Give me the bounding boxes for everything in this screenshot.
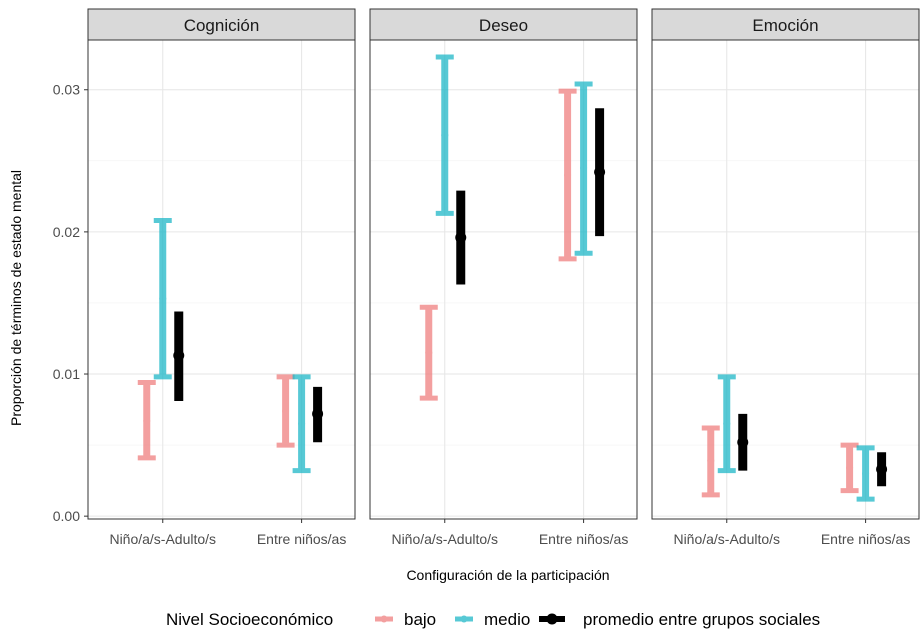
y-tick-label: 0.02 [53,224,80,240]
errorbar-bajo [137,380,156,461]
mean-point [455,232,467,244]
mean-point [173,350,185,362]
strip-background [369,8,638,41]
errorbar-promedio [455,190,467,285]
errorbar-medio [292,374,311,474]
panel-emoción: Emoción Niño/a/s-Adulto/s Entre niños/as [651,8,920,547]
legend-label: medio [484,610,530,629]
panel-cognición: Cognición Niño/a/s-Adulto/s Entre niños/as [87,8,356,547]
mean-point [723,420,731,428]
panel-deseo: Deseo Niño/a/s-Adulto/s Entre niños/as [369,8,638,547]
errorbar-medio [717,374,736,474]
mean-point [159,295,167,303]
mean-point [580,164,588,172]
x-tick-label: Niño/a/s-Adulto/s [391,531,498,547]
mean-point [312,408,324,420]
errorbar-medio [153,218,172,380]
mean-point [862,470,870,478]
errorbar-medio [574,81,593,256]
x-axis-title: Configuración de la participación [406,567,609,583]
errorbar-medio [435,54,454,216]
errorbar-promedio [876,452,888,487]
errorbar-promedio [737,413,749,471]
mean-point [876,463,888,475]
errorbar-bajo [701,425,720,498]
x-tick-label: Entre niños/as [539,531,629,547]
panel-background [652,40,919,519]
x-tick-label: Entre niños/as [821,531,911,547]
strip-label: Emoción [752,16,818,35]
errorbar-bajo [840,442,859,494]
errorbar-promedio [173,311,185,402]
legend: Nivel Socioeconómico bajo medio promedio en… [166,610,820,629]
mean-point [441,131,449,139]
strip-background [651,8,920,41]
legend-key-promedio [539,613,565,625]
mean-point [707,457,715,465]
strip-label: Deseo [479,16,528,35]
errorbar-promedio [594,108,606,237]
errorbar-bajo [276,374,295,448]
x-tick-label: Niño/a/s-Adulto/s [109,531,216,547]
mean-point [737,436,749,448]
mean-point [846,464,854,472]
mean-point [594,166,606,178]
y-axis-title: Proporción de términos de estado mental [8,170,24,426]
strip-label: Cognición [184,16,260,35]
mean-point [425,349,433,357]
errorbar-promedio [312,386,324,443]
y-tick-label: 0.00 [53,508,80,524]
mean-point [143,417,151,425]
panel-background [370,40,637,519]
mean-point [298,420,306,428]
panel-background [88,40,355,519]
legend-key-point [380,615,388,623]
mean-point [282,407,290,415]
x-tick-label: Entre niños/as [257,531,347,547]
legend-key-bajo [375,615,393,623]
errorbar-bajo [558,88,577,262]
legend-label: bajo [404,610,436,629]
y-tick-label: 0.01 [53,366,80,382]
legend-key-medio [455,615,473,623]
strip-background [87,8,356,41]
legend-key-point [546,613,558,625]
legend-title: Nivel Socioeconómico [166,610,333,629]
errorbar-bajo [419,304,438,401]
legend-label: promedio entre grupos sociales [583,610,820,629]
panels-layer: Cognición Niño/a/s-Adulto/s Entre niños/as… [87,8,920,547]
errorbar-medio [856,445,875,502]
y-tick-label: 0.03 [53,82,80,98]
y-axis: 0.00 0.01 0.02 0.03 [53,82,88,524]
mean-point [564,171,572,179]
legend-key-point [460,615,468,623]
x-tick-label: Niño/a/s-Adulto/s [673,531,780,547]
